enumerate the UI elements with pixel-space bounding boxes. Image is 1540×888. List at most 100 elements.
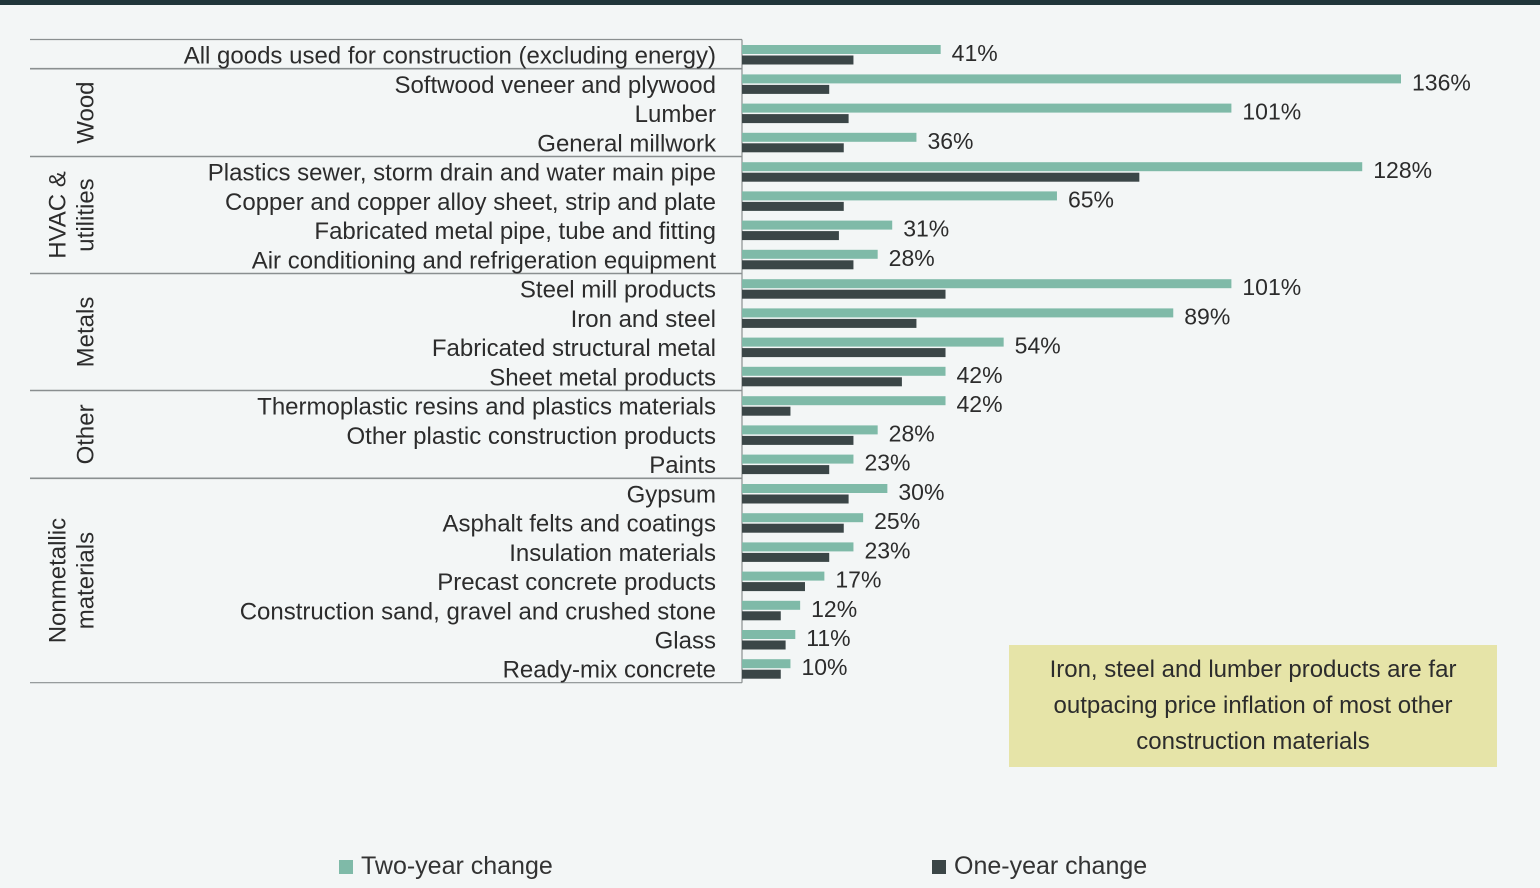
bar-two-year <box>742 132 917 142</box>
category-label: Steel mill products <box>520 277 716 304</box>
bar-two-year <box>742 571 825 581</box>
data-label-two-year: 17% <box>835 567 881 593</box>
data-label-two-year: 36% <box>927 128 973 154</box>
bar-one-year <box>742 582 805 592</box>
group-label-hvac-utilities: utilities <box>73 178 100 251</box>
bar-two-year <box>742 659 791 669</box>
category-label: Lumber <box>635 101 716 128</box>
legend-swatch-one-year <box>932 859 946 874</box>
bar-two-year <box>742 513 864 523</box>
data-label-two-year: 28% <box>889 420 935 446</box>
bar-one-year <box>742 406 791 416</box>
bar-one-year <box>742 260 854 270</box>
bar-one-year <box>742 465 830 475</box>
bar-one-year <box>742 669 781 679</box>
top-rule <box>0 0 1540 5</box>
bar-one-year <box>742 289 946 299</box>
data-label-two-year: 28% <box>889 245 935 271</box>
category-label: Iron and steel <box>571 306 716 333</box>
data-label-two-year: 101% <box>1242 99 1301 125</box>
bar-two-year <box>742 600 801 610</box>
legend-label-one-year: One-year change <box>954 852 1148 880</box>
category-label: Copper and copper alloy sheet, strip and… <box>225 189 716 216</box>
bar-one-year <box>742 640 786 650</box>
data-label-two-year: 101% <box>1242 274 1301 300</box>
bar-one-year <box>742 172 1140 182</box>
bar-two-year <box>742 45 941 54</box>
category-label: Ready-mix concrete <box>503 657 716 684</box>
bar-one-year <box>742 611 781 621</box>
category-label: Air conditioning and refrigeration equip… <box>252 247 717 274</box>
category-label: Precast concrete products <box>437 569 716 596</box>
data-label-two-year: 23% <box>864 537 910 563</box>
category-label: All goods used for construction (excludi… <box>184 43 716 70</box>
category-label: Other plastic construction products <box>346 423 716 450</box>
category-label: Insulation materials <box>509 540 716 567</box>
bar-one-year <box>742 114 849 124</box>
bar-two-year <box>742 279 1232 289</box>
bar-one-year <box>742 201 844 211</box>
data-label-two-year: 30% <box>898 479 944 505</box>
data-label-two-year: 10% <box>801 654 847 680</box>
category-label: Construction sand, gravel and crushed st… <box>240 598 716 625</box>
category-label: Fabricated structural metal <box>432 335 716 362</box>
data-label-two-year: 136% <box>1412 69 1471 95</box>
bar-two-year <box>742 396 946 406</box>
legend: Two-year change One-year change <box>0 850 1540 886</box>
bar-two-year <box>742 454 854 464</box>
bar-two-year <box>742 308 1174 318</box>
bar-one-year <box>742 494 849 504</box>
group-label-other: Other <box>73 404 100 464</box>
bar-one-year <box>742 348 946 358</box>
bar-two-year <box>742 191 1057 201</box>
callout-box: Iron, steel and lumber products are far … <box>1009 645 1497 767</box>
category-label: Gypsum <box>627 482 716 509</box>
category-label: Sheet metal products <box>489 364 716 391</box>
data-label-two-year: 23% <box>864 450 910 476</box>
bar-two-year <box>742 103 1232 113</box>
bar-two-year <box>742 630 796 639</box>
group-label-nonmetallic-materials: Nonmetallic <box>45 518 72 643</box>
category-label: Glass <box>655 628 716 655</box>
bar-two-year <box>742 337 1004 347</box>
legend-label-two-year: Two-year change <box>361 852 553 880</box>
data-label-two-year: 25% <box>874 508 920 534</box>
data-label-two-year: 128% <box>1373 157 1432 183</box>
category-label: Plastics sewer, storm drain and water ma… <box>208 160 716 187</box>
bar-two-year <box>742 484 888 493</box>
category-label: Thermoplastic resins and plastics materi… <box>257 394 716 421</box>
group-label-metals: Metals <box>73 297 100 368</box>
bar-two-year <box>742 366 946 376</box>
data-label-two-year: 12% <box>811 596 857 622</box>
data-label-two-year: 11% <box>806 625 850 651</box>
category-label: Asphalt felts and coatings <box>442 511 716 538</box>
legend-item-one-year: One-year change <box>932 852 1147 881</box>
category-label: Paints <box>649 452 716 479</box>
bar-two-year <box>742 249 878 259</box>
data-label-two-year: 42% <box>957 362 1003 388</box>
legend-swatch-two-year <box>339 859 353 874</box>
callout-text: Iron, steel and lumber products are far … <box>1049 656 1457 755</box>
bar-two-year <box>742 220 893 230</box>
bar-one-year <box>742 55 854 65</box>
data-label-two-year: 42% <box>957 391 1003 417</box>
bar-two-year <box>742 74 1401 84</box>
bar-two-year <box>742 162 1363 172</box>
bar-one-year <box>742 84 830 94</box>
category-label: General millwork <box>537 130 717 157</box>
group-label-hvac-utilities: HVAC & <box>45 171 72 259</box>
legend-item-two-year: Two-year change <box>339 852 553 881</box>
bar-one-year <box>742 435 854 445</box>
data-label-two-year: 89% <box>1184 303 1230 329</box>
group-label-nonmetallic-materials: materials <box>73 532 100 629</box>
bar-one-year <box>742 377 902 387</box>
data-label-two-year: 54% <box>1015 333 1061 359</box>
bar-one-year <box>742 231 839 241</box>
bar-one-year <box>742 318 917 328</box>
bar-two-year <box>742 425 878 435</box>
group-label-wood: Wood <box>73 81 100 143</box>
data-label-two-year: 41% <box>952 40 998 66</box>
bar-two-year <box>742 542 854 552</box>
data-label-two-year: 65% <box>1068 186 1114 212</box>
